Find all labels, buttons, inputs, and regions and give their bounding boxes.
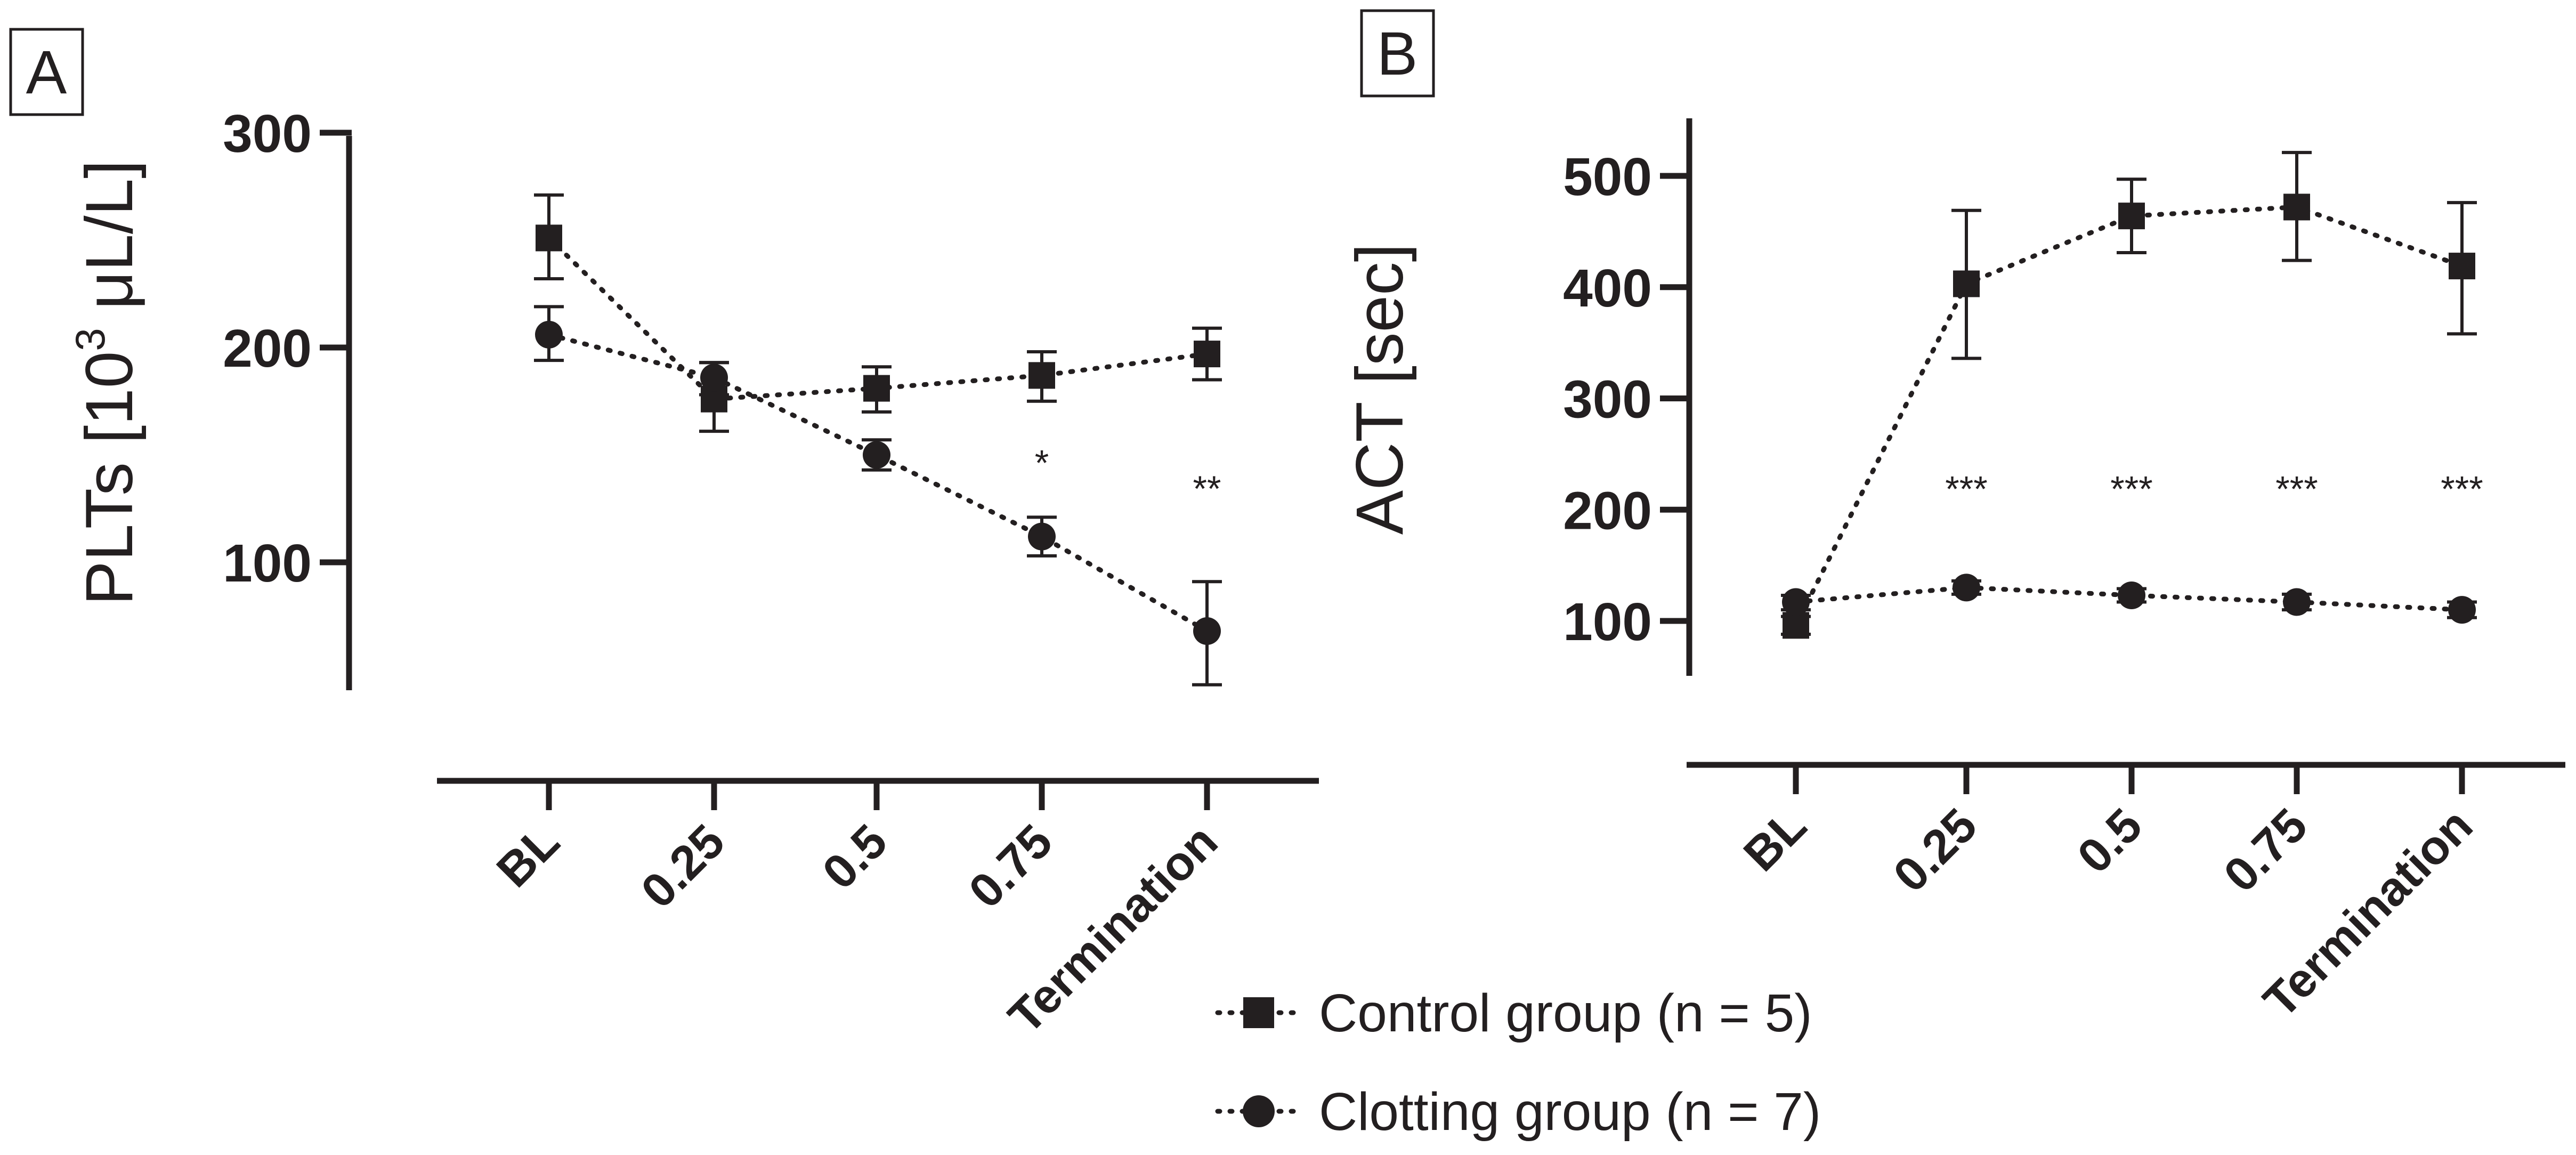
panel-a-y-axis-title: PLTs [103 μL/L]	[67, 160, 147, 605]
legend-item-clotting: Clotting group (n = 7)	[1215, 1082, 1821, 1142]
panel-b-y-tick-label-100: 100	[1563, 592, 1652, 652]
panel-b: B ACT [sec] 100 200 300 400 500 BL 0.25 0.5 0.7…	[1343, 9, 2565, 1028]
panel-a-series	[534, 193, 1222, 686]
panel-a-y-axis: 100 200 300	[223, 104, 352, 690]
panel-a-letter-box	[9, 28, 84, 116]
panel-b-clotting-point-0-5	[2118, 581, 2145, 609]
panel-b-x-tick-label-0-5: 0.5	[2068, 798, 2152, 883]
panel-b-y-tick-label-300: 300	[1563, 370, 1652, 430]
panel-b-control-point-0-25	[1953, 270, 1980, 297]
panel-b-letter: B	[1377, 20, 1418, 88]
legend: Control group (n = 5) Clotting group (n …	[1215, 983, 1821, 1142]
legend-control-square-marker	[1243, 997, 1274, 1028]
panel-a-x-tick-label-0-25: 0.25	[631, 814, 735, 918]
panel-b-letter-box	[1360, 9, 1435, 98]
panel-b-clotting-point-0-25	[1953, 574, 1980, 602]
panel-a-clotting-point-0-75	[1028, 522, 1056, 551]
legend-item-control: Control group (n = 5)	[1215, 983, 1812, 1043]
panel-b-control-point-termination	[2449, 253, 2475, 280]
panel-a-y-tick-label-200: 200	[223, 319, 312, 378]
panel-b-control-series	[1781, 151, 2477, 639]
panel-a-clotting-line	[546, 332, 1210, 634]
panel-b-significance-termination: ***	[2441, 469, 2483, 509]
panel-a-x-tick-label-bl: BL	[487, 814, 570, 898]
panel-a: A PLTs [103 μL/L] 100 200 300 BL 0.25 0.5 0.7…	[9, 28, 1319, 1044]
panel-b-x-tick-label-0-25: 0.25	[1884, 798, 1988, 902]
panel-b-series	[1781, 151, 2477, 639]
panel-a-clotting-series	[534, 305, 1222, 686]
legend-clotting-circle-marker	[1243, 1095, 1275, 1127]
panel-a-control-series	[534, 193, 1222, 433]
panel-b-y-axis-title: ACT [sec]	[1343, 244, 1417, 535]
panel-b-clotting-point-bl	[1782, 588, 1810, 616]
panel-b-annotations: *** *** *** ***	[1945, 469, 2483, 509]
panel-a-annotations: ***	[1035, 443, 1221, 509]
panel-a-control-point-0-75	[1028, 362, 1055, 389]
panel-b-control-point-0-5	[2118, 203, 2145, 230]
panel-a-control-point-bl	[536, 224, 562, 252]
panel-b-significance-0-5: ***	[2110, 469, 2152, 509]
panel-b-significance-0-25: ***	[1945, 469, 1987, 509]
panel-a-y-tick-label-300: 300	[223, 104, 312, 164]
panel-b-clotting-line	[1793, 585, 2465, 612]
panel-b-y-tick-label-200: 200	[1563, 481, 1652, 540]
panel-a-control-point-0-5	[863, 375, 890, 402]
panel-b-control-point-bl	[1783, 612, 1809, 639]
panel-b-control-point-0-75	[2283, 193, 2310, 221]
panel-b-significance-0-75: ***	[2275, 469, 2318, 509]
panel-b-y-axis: 100 200 300 400 500	[1563, 118, 1692, 676]
panel-b-clotting-series	[1781, 574, 2477, 624]
panel-a-clotting-point-bl	[535, 320, 563, 349]
panel-b-y-tick-label-500: 500	[1563, 147, 1652, 207]
legend-control-label: Control group (n = 5)	[1319, 983, 1812, 1043]
panel-b-clotting-point-0-75	[2283, 588, 2311, 616]
panel-a-clotting-point-termination	[1193, 617, 1221, 645]
panel-a-control-point-termination	[1194, 341, 1220, 368]
panel-a-x-tick-label-0-75: 0.75	[959, 814, 1063, 918]
panel-b-y-tick-label-400: 400	[1563, 259, 1652, 318]
panel-a-letter: A	[26, 38, 67, 107]
panel-a-significance-termination: **	[1193, 469, 1221, 509]
panel-a-clotting-point-0-5	[863, 441, 890, 469]
panel-a-significance-0-75: *	[1035, 443, 1049, 483]
legend-clotting-label: Clotting group (n = 7)	[1319, 1082, 1821, 1142]
panel-b-x-tick-label-0-75: 0.75	[2214, 798, 2318, 902]
panel-a-clotting-point-0-25	[700, 364, 728, 392]
panel-b-clotting-point-termination	[2448, 596, 2476, 624]
panel-a-x-tick-label-0-5: 0.5	[813, 814, 897, 899]
panel-b-control-line	[1793, 204, 2465, 628]
panel-a-y-tick-label-100: 100	[223, 534, 312, 593]
panel-b-x-tick-label-bl: BL	[1734, 798, 1817, 882]
